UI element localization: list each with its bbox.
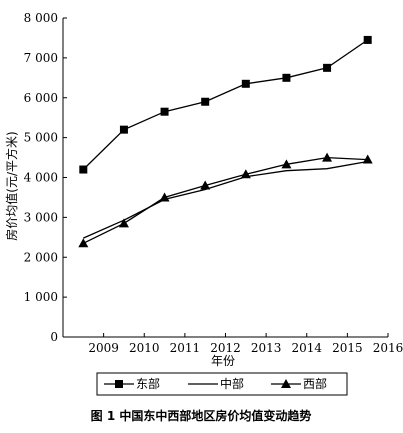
y-axis-ticks: 0 1 000 2 000 3 000 4 000 5 000 6 000 7 000 8 00… — [24, 11, 67, 344]
data-point — [240, 169, 251, 179]
x-tick-label: 2016 — [373, 341, 403, 355]
data-point — [322, 152, 333, 162]
series-1 — [79, 35, 372, 174]
series-line — [83, 156, 368, 244]
data-point — [362, 154, 373, 164]
x-tick-label: 2013 — [251, 341, 282, 355]
data-point — [160, 107, 169, 116]
x-tick-label: 2012 — [210, 341, 241, 355]
legend-label: 西部 — [303, 376, 327, 391]
y-tick-label: 3 000 — [24, 210, 58, 224]
data-point — [323, 63, 332, 72]
legend-marker — [115, 380, 123, 388]
data-point — [119, 125, 128, 134]
legend-marker — [281, 379, 291, 388]
data-point — [201, 97, 210, 106]
data-point — [78, 238, 89, 248]
legend: 东部 中部 西部 — [96, 372, 348, 396]
x-tick-label: 2011 — [170, 341, 201, 355]
x-axis-ticks: 2009 2010 2011 2012 2013 2014 2015 2016 — [88, 333, 403, 355]
y-tick-label: 8 000 — [24, 11, 58, 25]
series-3 — [78, 152, 373, 248]
series-line — [82, 39, 369, 170]
y-tick-label: 5 000 — [24, 131, 58, 145]
y-tick-label: 6 000 — [24, 91, 58, 105]
y-tick-label: 0 — [50, 330, 58, 344]
x-axis-title: 年份 — [211, 354, 235, 368]
chart-axes — [62, 18, 388, 338]
data-point — [363, 35, 372, 44]
figure-caption: 图 1 中国东中西部地区房价均值变动趋势 — [91, 408, 312, 423]
data-point — [118, 218, 129, 228]
y-tick-label: 4 000 — [24, 171, 58, 185]
data-point — [241, 79, 250, 88]
series-2 — [83, 160, 368, 239]
x-tick-label: 2014 — [291, 341, 322, 355]
data-point — [282, 73, 291, 82]
data-point — [281, 159, 292, 169]
series-line — [83, 160, 368, 239]
legend-label: 东部 — [136, 376, 160, 391]
data-point — [79, 165, 88, 174]
x-tick-label: 2010 — [129, 341, 160, 355]
y-axis-title: 房价均值(元/平方米) — [4, 131, 19, 240]
y-tick-label: 7 000 — [24, 51, 58, 65]
legend-label: 中部 — [220, 376, 244, 391]
data-point — [159, 192, 170, 202]
data-point — [200, 180, 211, 190]
legend-box — [96, 372, 348, 396]
x-tick-label: 2009 — [88, 341, 119, 355]
x-tick-label: 2015 — [332, 341, 363, 355]
series-layer — [78, 35, 373, 248]
y-tick-label: 1 000 — [24, 290, 58, 304]
y-tick-label: 2 000 — [24, 250, 58, 264]
